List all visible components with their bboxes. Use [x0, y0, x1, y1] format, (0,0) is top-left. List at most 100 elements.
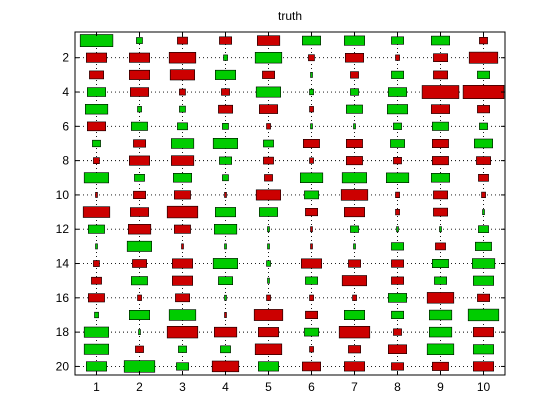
y-tick-label: 2	[62, 51, 69, 65]
x-tick-label: 2	[136, 380, 143, 394]
data-box	[353, 243, 356, 250]
data-box	[434, 276, 447, 285]
axis-ticks	[75, 32, 505, 375]
data-box	[212, 258, 238, 269]
data-box	[482, 209, 485, 215]
data-box	[391, 259, 404, 268]
data-box	[166, 205, 199, 219]
data-box	[343, 361, 365, 372]
data-box	[433, 70, 448, 80]
x-tick-label: 5	[265, 380, 272, 394]
data-box	[266, 260, 271, 267]
data-box	[476, 156, 491, 165]
data-box	[166, 325, 199, 339]
data-box	[431, 121, 449, 131]
data-box	[391, 70, 404, 79]
data-box	[177, 36, 188, 45]
x-tick-label: 10	[477, 380, 491, 394]
data-box	[426, 292, 455, 304]
y-tick-label: 14	[56, 257, 70, 271]
data-box	[266, 123, 271, 130]
data-box	[173, 173, 193, 183]
data-box	[473, 138, 493, 149]
y-tick-labels: 2 4 6 8 10 12 14 16 18 20	[56, 51, 70, 374]
data-box	[87, 87, 107, 97]
data-box	[91, 276, 102, 285]
data-box	[137, 294, 142, 301]
data-box	[472, 275, 494, 286]
data-box	[267, 226, 270, 233]
data-box	[133, 190, 146, 199]
x-tick-label: 9	[437, 380, 444, 394]
data-box	[218, 276, 233, 286]
data-box	[310, 123, 313, 130]
data-box	[255, 86, 282, 98]
data-box	[481, 191, 486, 199]
data-box	[258, 104, 278, 114]
data-box	[129, 69, 151, 80]
data-box	[133, 139, 146, 148]
data-box	[258, 207, 278, 217]
data-box	[89, 70, 105, 80]
data-box	[214, 326, 238, 338]
data-box	[300, 258, 322, 269]
data-box	[426, 343, 455, 355]
data-box	[168, 309, 197, 321]
x-tick-label: 6	[308, 380, 315, 394]
data-box	[267, 277, 270, 284]
y-tick-label: 6	[62, 119, 69, 133]
data-box	[215, 207, 237, 218]
data-box	[387, 293, 407, 303]
data-box	[83, 343, 109, 355]
data-box	[222, 123, 229, 130]
data-box	[428, 309, 453, 321]
data-box	[393, 122, 402, 130]
data-box	[435, 242, 446, 251]
data-box	[93, 157, 100, 165]
data-box	[172, 258, 194, 269]
data-box	[472, 361, 494, 372]
data-box	[477, 105, 490, 114]
data-box	[304, 190, 319, 200]
data-box	[467, 308, 500, 322]
data-box	[135, 345, 144, 353]
data-box	[348, 345, 361, 354]
data-box	[171, 138, 195, 149]
data-box	[254, 51, 283, 64]
data-box	[433, 207, 448, 217]
data-box	[256, 35, 281, 46]
data-box	[257, 327, 279, 338]
data-box	[92, 139, 101, 148]
data-box	[477, 70, 490, 79]
data-box	[79, 34, 114, 47]
data-box	[83, 172, 109, 184]
data-box	[93, 260, 100, 267]
data-box	[431, 156, 449, 166]
data-box	[341, 275, 368, 287]
data-box	[305, 208, 318, 217]
data-box	[343, 309, 365, 320]
data-box	[94, 311, 99, 319]
data-box	[421, 85, 460, 99]
data-box	[472, 327, 494, 338]
data-box	[123, 360, 156, 373]
data-box	[224, 294, 227, 301]
data-box	[87, 121, 107, 132]
data-box	[310, 226, 313, 233]
data-box	[391, 242, 404, 251]
data-box	[340, 189, 369, 201]
data-box	[171, 155, 195, 166]
data-box	[82, 206, 111, 218]
data-box	[85, 104, 109, 115]
x-tick-label: 8	[394, 380, 401, 394]
data-box	[462, 85, 505, 100]
x-tick-labels: 1 2 3 4 5 6 7 8 9 10	[93, 380, 490, 394]
data-box	[266, 294, 271, 301]
data-box	[175, 293, 190, 303]
data-box	[86, 361, 108, 372]
data-box	[310, 72, 313, 78]
data-box	[224, 192, 227, 198]
data-box	[95, 243, 98, 250]
data-box	[181, 243, 184, 250]
